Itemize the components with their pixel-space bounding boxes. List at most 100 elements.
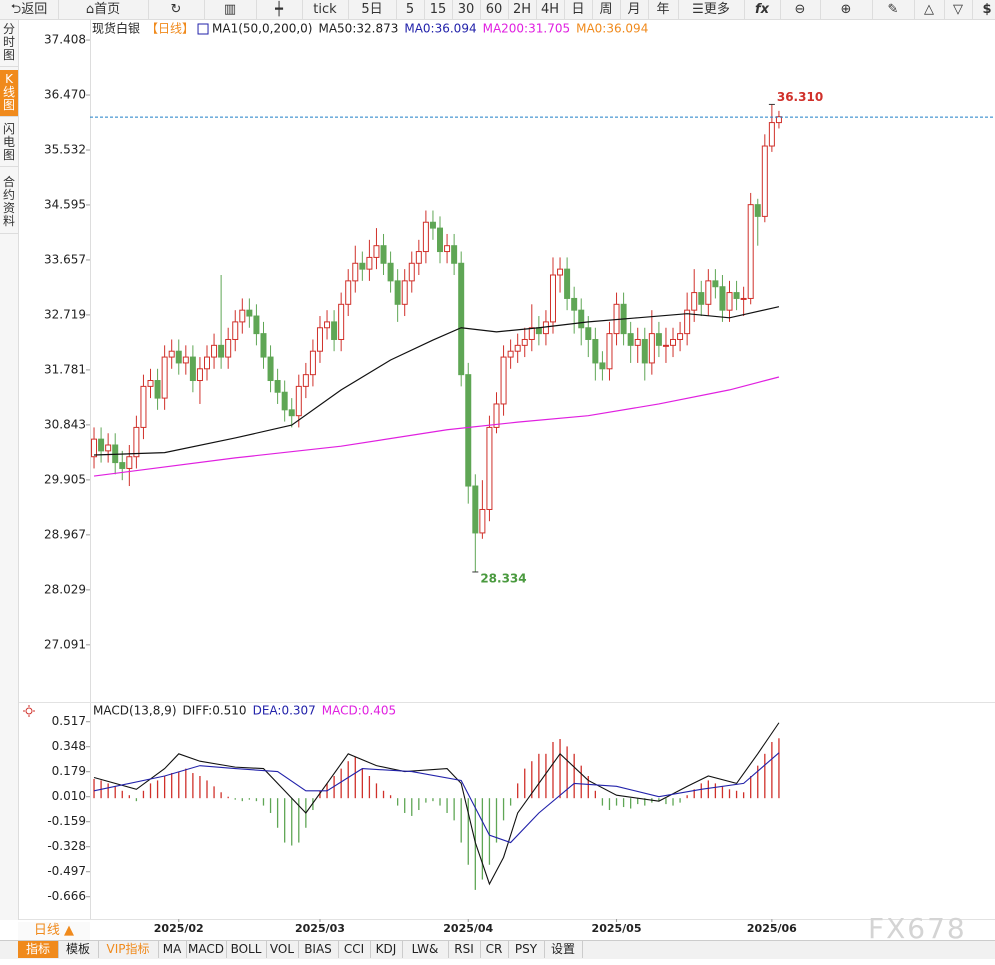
tab[interactable]: BIAS	[298, 941, 339, 958]
tab[interactable]: VOL	[266, 941, 299, 958]
candle-body	[691, 292, 698, 311]
tab[interactable]: MA	[158, 941, 187, 958]
tab[interactable]: BOLL	[226, 941, 267, 958]
candle-body	[684, 309, 691, 335]
more-button[interactable]: ☰更多	[678, 0, 745, 19]
candle-body	[698, 292, 705, 305]
period-button[interactable]: 60	[480, 0, 509, 19]
y-tick-label: 27.091	[44, 637, 86, 651]
tab[interactable]: PSY	[508, 941, 545, 958]
tab[interactable]: 模板	[58, 941, 99, 958]
candle-body	[211, 344, 218, 358]
histogram	[93, 738, 780, 890]
extreme-label: 36.310	[777, 90, 823, 104]
y-tick-label: 28.029	[44, 582, 86, 596]
refresh-button[interactable]: ↻	[148, 0, 205, 19]
x-tick-label: 2025/02	[154, 922, 204, 935]
zoom-in-button[interactable]: ⊕	[820, 0, 873, 19]
sidebar-tab[interactable]: 闪电图	[0, 120, 18, 167]
tab[interactable]: 指标	[18, 941, 59, 958]
tab[interactable]: CCI	[338, 941, 371, 958]
home-button[interactable]: ⌂首页	[58, 0, 149, 19]
sidebar-tab[interactable]: 合约资料	[0, 173, 18, 234]
candle-body	[521, 338, 528, 346]
button-label: 更多	[703, 2, 730, 17]
y-tick-label: 37.408	[44, 33, 86, 47]
y-tick-label: 36.470	[44, 88, 86, 102]
legend-entry: MA200:31.705	[483, 22, 571, 36]
macd-line	[93, 752, 780, 844]
legend-entry: DIFF:0.510	[183, 704, 247, 718]
back-button[interactable]: ⮌返回	[0, 0, 59, 19]
candle-body	[627, 333, 634, 346]
candle-body	[359, 262, 366, 270]
y-tick-label: 0.179	[52, 764, 86, 778]
candle-body	[479, 508, 486, 534]
candle-body	[768, 122, 775, 147]
tab[interactable]: VIP指标	[98, 941, 159, 958]
period-label[interactable]: 日线 ▲	[18, 922, 90, 940]
period-button[interactable]: 15	[424, 0, 453, 19]
candle-button[interactable]: ┿	[256, 0, 303, 19]
period-button[interactable]: 5日	[348, 0, 397, 19]
candle-body	[705, 280, 712, 305]
y-tick-label: 29.905	[44, 472, 86, 486]
shape-button[interactable]: △	[914, 0, 945, 19]
tab[interactable]: RSI	[448, 941, 481, 958]
candle-body	[352, 262, 359, 282]
macd-line	[93, 722, 780, 886]
candle-body	[422, 221, 429, 253]
sidebar-tab[interactable]: 分时图	[0, 20, 18, 67]
candle-body	[302, 374, 309, 387]
candle-body	[253, 315, 260, 335]
period-button[interactable]: 2H	[508, 0, 537, 19]
shape-button[interactable]: ▽	[944, 0, 973, 19]
watermark: FX678	[868, 912, 967, 945]
candle-body	[387, 262, 394, 282]
candle-body	[331, 321, 338, 340]
period-button[interactable]: tick	[302, 0, 349, 19]
candle-body	[754, 204, 761, 217]
period-button[interactable]: 30	[452, 0, 481, 19]
x-tick-label: 2025/03	[295, 922, 345, 935]
candle-body	[161, 356, 168, 399]
legend-entry: MA1(50,0,200,0)	[212, 22, 312, 36]
candle-body	[677, 333, 684, 340]
candle-body	[733, 292, 740, 299]
y-tick-label: -0.159	[47, 814, 86, 828]
y-tick-label: -0.497	[47, 864, 86, 878]
candle-body	[295, 385, 302, 417]
period-button[interactable]: 月	[620, 0, 649, 19]
moving-average	[93, 376, 780, 477]
candle-body	[281, 391, 288, 411]
zoom-out-button[interactable]: ⊖	[780, 0, 821, 19]
tab[interactable]: CR	[480, 941, 509, 958]
period-button[interactable]: 5	[396, 0, 425, 19]
y-tick-label: -0.666	[47, 889, 86, 903]
candle-body	[740, 297, 747, 300]
x-tick-label: 2025/05	[592, 922, 642, 935]
tab[interactable]: MACD	[186, 941, 227, 958]
period-button[interactable]: 4H	[536, 0, 565, 19]
candle-body	[712, 280, 719, 288]
y-tick-label: 30.843	[44, 417, 86, 431]
tab[interactable]: KDJ	[370, 941, 403, 958]
currency-button[interactable]: $	[972, 0, 995, 19]
period-button[interactable]: 周	[592, 0, 621, 19]
period-button[interactable]: 年	[648, 0, 679, 19]
draw-button[interactable]: ✎	[872, 0, 915, 19]
legend-entry: MACD(13,8,9)	[93, 704, 177, 718]
chart-type-button[interactable]: ▥	[204, 0, 257, 19]
sidebar: 分时图 K线图 闪电图 合约资料	[0, 20, 19, 920]
formula-button[interactable]: fx	[744, 0, 781, 19]
candle-body	[592, 338, 599, 364]
candle-body	[719, 286, 726, 311]
period-button[interactable]: 日	[564, 0, 593, 19]
candle-body	[747, 204, 754, 299]
tab[interactable]: 设置	[544, 941, 583, 958]
sidebar-tab[interactable]: K线图	[0, 70, 18, 117]
candle-body	[634, 338, 641, 346]
tab[interactable]: LW&	[402, 941, 449, 958]
candle-body	[557, 268, 564, 276]
